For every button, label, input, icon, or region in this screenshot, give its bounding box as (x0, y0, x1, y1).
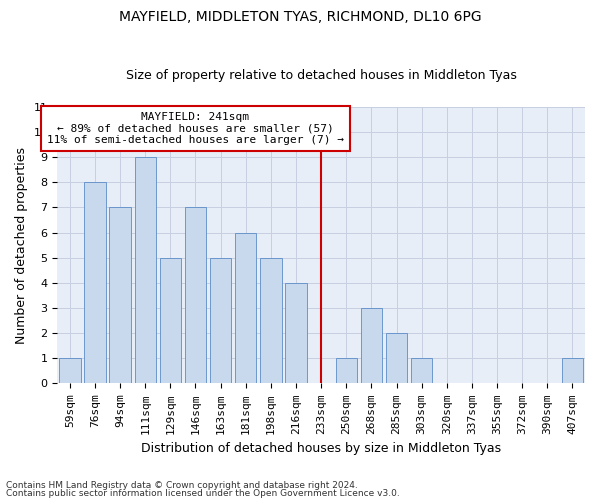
Bar (134, 157, 156, 384)
Bar (562, 358, 583, 384)
Bar (286, 283, 307, 384)
Bar (59, 358, 80, 384)
Text: MAYFIELD, MIDDLETON TYAS, RICHMOND, DL10 6PG: MAYFIELD, MIDDLETON TYAS, RICHMOND, DL10… (119, 10, 481, 24)
Bar (160, 258, 181, 384)
Title: Size of property relative to detached houses in Middleton Tyas: Size of property relative to detached ho… (126, 69, 517, 82)
Bar (411, 358, 433, 384)
Y-axis label: Number of detached properties: Number of detached properties (15, 146, 28, 344)
Text: Contains HM Land Registry data © Crown copyright and database right 2024.: Contains HM Land Registry data © Crown c… (6, 481, 358, 490)
Bar (84, 182, 106, 384)
Bar (235, 232, 256, 384)
Bar (260, 258, 281, 384)
Text: MAYFIELD: 241sqm
← 89% of detached houses are smaller (57)
11% of semi-detached : MAYFIELD: 241sqm ← 89% of detached house… (47, 112, 344, 145)
Bar (109, 208, 131, 384)
Text: Contains public sector information licensed under the Open Government Licence v3: Contains public sector information licen… (6, 488, 400, 498)
Bar (335, 358, 357, 384)
X-axis label: Distribution of detached houses by size in Middleton Tyas: Distribution of detached houses by size … (141, 442, 501, 455)
Bar (361, 308, 382, 384)
Bar (210, 258, 232, 384)
Bar (185, 208, 206, 384)
Bar (386, 333, 407, 384)
